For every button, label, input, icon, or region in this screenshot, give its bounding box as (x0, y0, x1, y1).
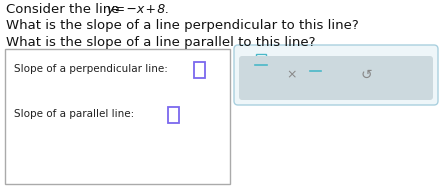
FancyBboxPatch shape (256, 54, 266, 64)
Text: What is the slope of a line perpendicular to this line?: What is the slope of a line perpendicula… (6, 19, 359, 32)
Text: ×: × (287, 68, 297, 81)
Text: Slope of a perpendicular line:: Slope of a perpendicular line: (14, 64, 168, 74)
FancyBboxPatch shape (256, 66, 266, 76)
Text: Consider the line: Consider the line (6, 3, 124, 16)
FancyBboxPatch shape (311, 61, 320, 70)
Text: Slope of a parallel line:: Slope of a parallel line: (14, 109, 134, 119)
Text: y = −x + 8.: y = −x + 8. (106, 3, 169, 16)
FancyBboxPatch shape (234, 45, 438, 105)
Text: What is the slope of a line parallel to this line?: What is the slope of a line parallel to … (6, 36, 315, 49)
FancyBboxPatch shape (239, 56, 433, 100)
FancyBboxPatch shape (168, 107, 179, 123)
FancyBboxPatch shape (194, 62, 205, 78)
Text: ↺: ↺ (360, 68, 372, 82)
FancyBboxPatch shape (311, 72, 320, 81)
FancyBboxPatch shape (297, 63, 307, 77)
FancyBboxPatch shape (5, 49, 230, 184)
